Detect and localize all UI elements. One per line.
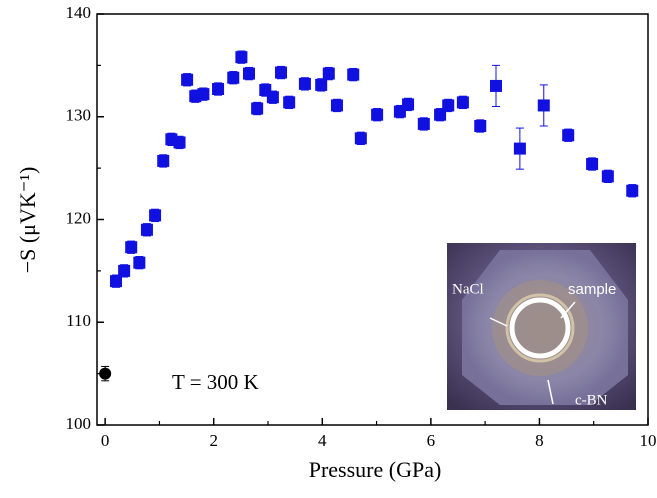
point (243, 67, 255, 80)
point (315, 78, 328, 91)
x-tick-label: 4 (318, 431, 327, 450)
point (212, 83, 225, 96)
y-tick-label: 120 (66, 208, 92, 227)
annotation: c-BN (575, 392, 608, 408)
point (601, 170, 614, 183)
point (417, 117, 430, 130)
x-tick-label: 2 (209, 431, 218, 450)
point (586, 158, 599, 171)
point (227, 71, 240, 84)
point (140, 223, 153, 236)
point (110, 275, 122, 288)
y-tick-label: 110 (66, 311, 91, 330)
point (474, 119, 487, 132)
point (197, 88, 210, 101)
point (626, 184, 639, 197)
x-tick-label: 0 (101, 431, 110, 450)
x-axis-label: Pressure (GPa) (309, 457, 442, 482)
point (173, 136, 186, 149)
point (354, 132, 367, 145)
point (99, 367, 112, 380)
point (235, 51, 248, 64)
point (157, 154, 170, 167)
point (149, 209, 162, 222)
point (266, 91, 279, 104)
x-tick-label: 10 (640, 431, 657, 450)
point (275, 66, 288, 79)
annotation: NaCl (452, 281, 484, 297)
point (283, 96, 296, 109)
x-tick-label: 6 (427, 431, 436, 450)
y-tick-label: 140 (66, 3, 92, 22)
point (371, 108, 384, 121)
point (402, 98, 415, 111)
point (322, 67, 335, 80)
point (298, 77, 311, 90)
x-tick-label: 8 (535, 431, 544, 450)
point (347, 68, 360, 81)
point (125, 241, 138, 254)
point (133, 256, 146, 269)
y-tick-label: 100 (66, 414, 92, 433)
point (537, 99, 550, 112)
y-axis-label: −S (μVK⁻¹) (15, 167, 40, 274)
point (434, 108, 447, 121)
inset-photo: NaCl sample c-BN (447, 243, 636, 410)
point (562, 129, 575, 142)
point (181, 73, 194, 86)
point (442, 99, 455, 112)
point (251, 102, 264, 115)
point (456, 96, 469, 109)
point (513, 142, 526, 155)
point (490, 79, 502, 92)
y-tick-label: 130 (66, 106, 92, 125)
point (118, 264, 131, 277)
annotation: sample (568, 281, 616, 298)
annotation: T = 300 K (172, 370, 259, 394)
point (330, 99, 343, 112)
